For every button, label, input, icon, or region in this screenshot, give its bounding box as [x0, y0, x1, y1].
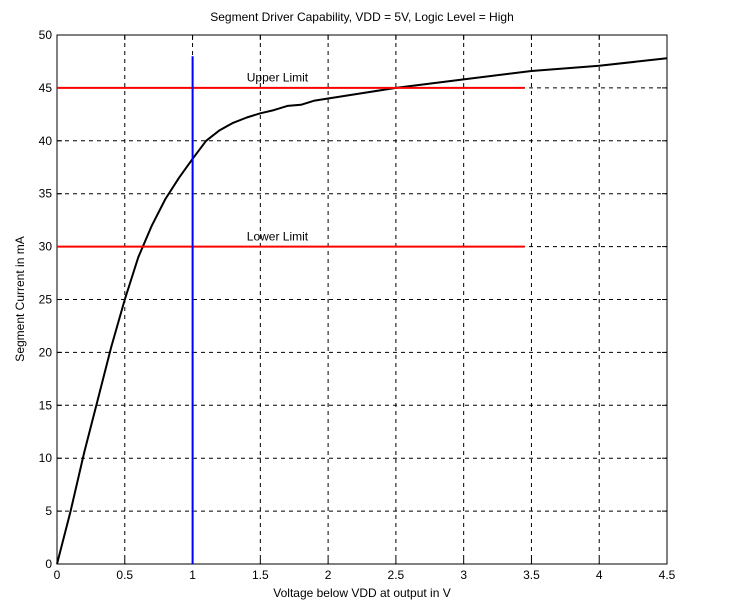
series-line-1: [56, 57, 668, 565]
annotation-label-1: Upper Limit: [247, 71, 309, 85]
x-tick-label: 1.5: [252, 568, 269, 582]
y-tick-label: 35: [39, 187, 53, 201]
x-tick-label: 3.5: [523, 568, 540, 582]
y-tick-label: 0: [45, 557, 52, 571]
x-tick-label: 0.5: [116, 568, 133, 582]
y-tick-label: 45: [39, 81, 53, 95]
x-tick-label: 3: [460, 568, 467, 582]
annotation-label-2: Lower Limit: [247, 229, 309, 243]
x-tick-label: 1: [189, 568, 196, 582]
y-tick-label: 15: [39, 398, 53, 412]
y-tick-label: 40: [39, 134, 53, 148]
series-group: [56, 56, 668, 565]
x-tick-label: 4.5: [659, 568, 676, 582]
annotations: Upper Limit Lower Limit: [247, 71, 309, 244]
y-tick-label: 10: [39, 451, 53, 465]
y-tick-label: 5: [45, 504, 52, 518]
x-tick-label: 4: [596, 568, 603, 582]
x-axis-label: Voltage below VDD at output in V: [273, 586, 450, 600]
x-tick-label: 2: [325, 568, 332, 582]
y-tick-label: 25: [39, 293, 53, 307]
chart-title: Segment Driver Capability, VDD = 5V, Log…: [210, 10, 514, 24]
y-tick-label: 30: [39, 240, 53, 254]
y-tick-label: 20: [39, 345, 53, 359]
x-tick-label: 0: [54, 568, 61, 582]
axis-ticks: 0 0.5 1 1.5 2 2.5 3 3.5 4 4.5 0 5 10 15 20 25 30 35 40 45 50: [39, 28, 676, 582]
x-tick-label: 2.5: [388, 568, 405, 582]
y-tick-label: 50: [39, 28, 53, 42]
y-axis-label: Segment Current in mA: [13, 236, 27, 361]
